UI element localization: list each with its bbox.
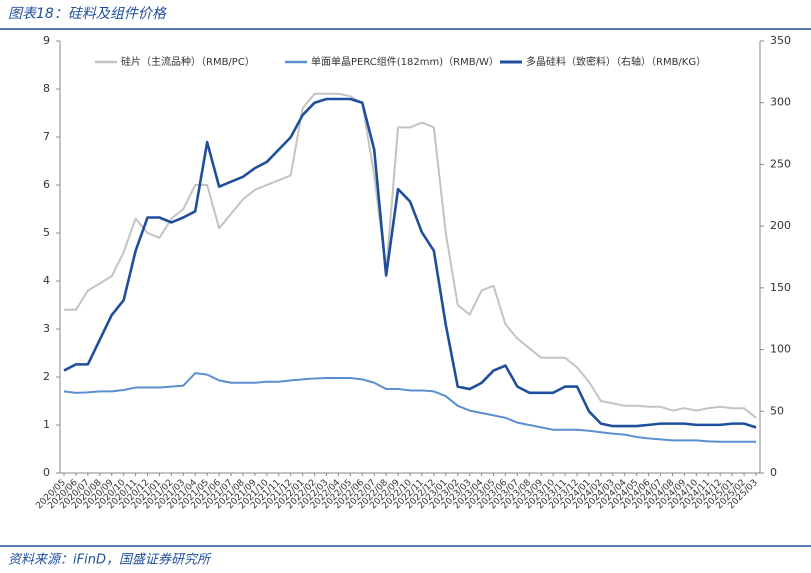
series-line (63, 97, 757, 429)
y-tick-label: 1 (43, 418, 50, 431)
y2-tick-label: 200 (770, 219, 791, 232)
series-line (64, 92, 757, 419)
title: 图表18：硅料及组件价格 (8, 6, 167, 22)
y-tick-label: 6 (43, 178, 50, 191)
y-tick-label: 9 (43, 34, 50, 47)
y-tick-label: 8 (43, 82, 50, 95)
y2-tick-label: 0 (770, 466, 777, 479)
y2-tick-label: 250 (770, 157, 791, 170)
y-tick-label: 4 (43, 274, 50, 287)
y-tick-label: 3 (43, 322, 50, 335)
y-tick-label: 5 (43, 226, 50, 239)
source: 资料来源：iFinD，国盛证券研究所 (8, 552, 212, 568)
legend-label: 单面单晶PERC组件(182mm)（RMB/W） (311, 55, 499, 68)
y2-tick-label: 50 (770, 404, 784, 417)
series-line (63, 372, 756, 443)
y-tick-label: 0 (43, 466, 50, 479)
y-tick-label: 7 (43, 130, 50, 143)
legend-label: 多晶硅料（致密料）（右轴）（RMB/KG） (526, 55, 706, 68)
y2-tick-label: 100 (770, 343, 791, 356)
y2-tick-label: 300 (770, 96, 791, 109)
legend-label: 硅片（主流品种）（RMB/PC） (121, 55, 255, 68)
y-tick-label: 2 (43, 370, 50, 383)
y2-tick-label: 150 (770, 281, 791, 294)
y2-tick-label: 350 (770, 34, 791, 47)
